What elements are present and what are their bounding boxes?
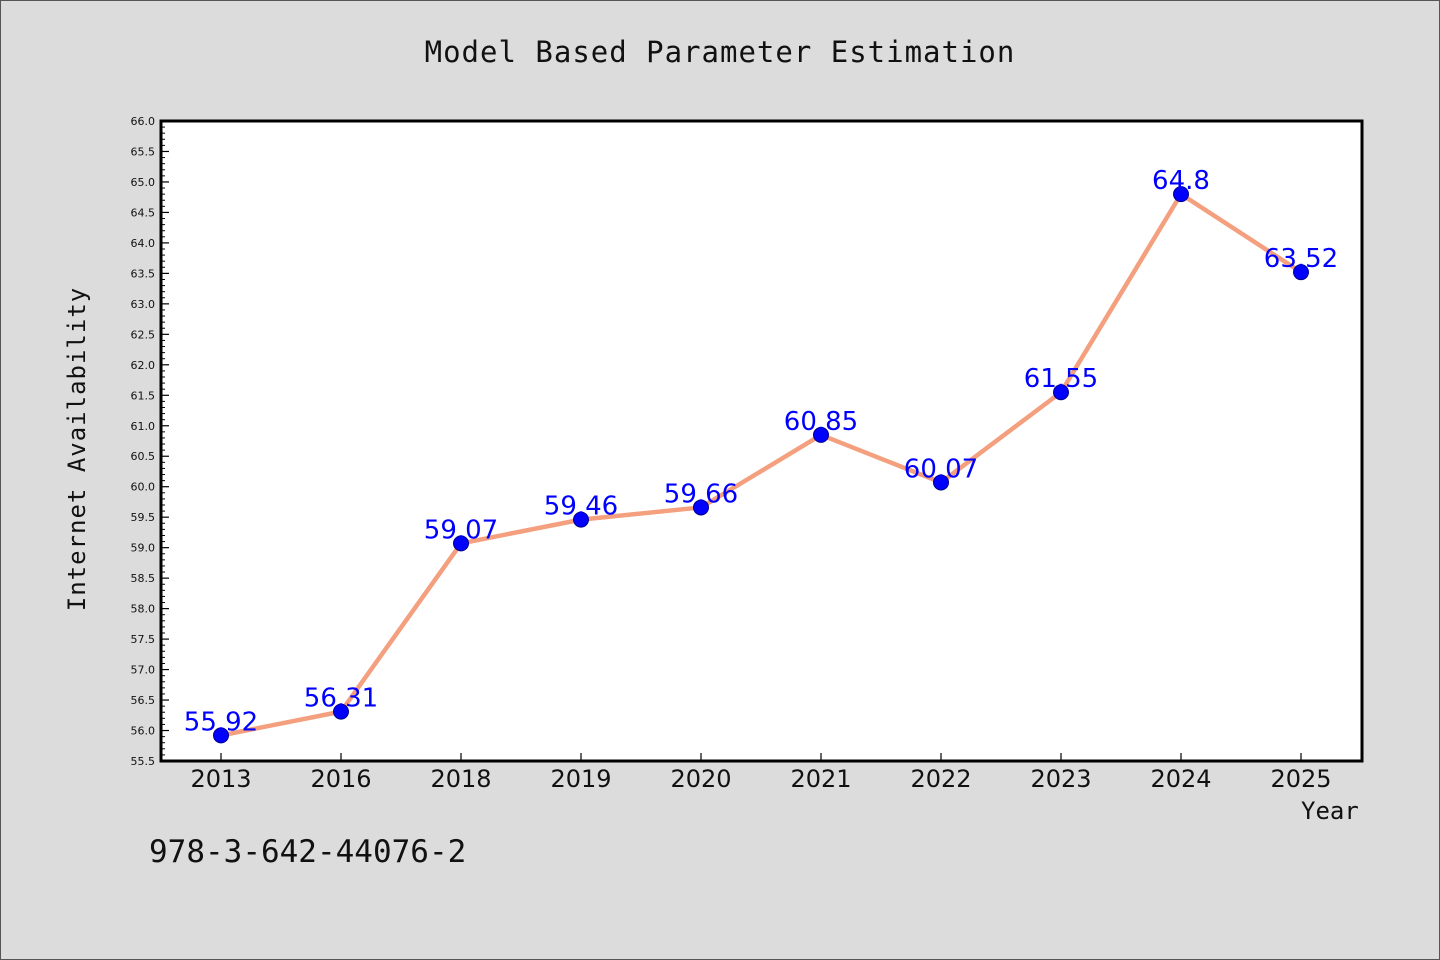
y-tick-label: 59.0	[131, 542, 156, 555]
data-point	[1293, 264, 1309, 281]
data-point	[1173, 186, 1189, 203]
x-axis-ticks: 2013 2016 2018 2019 2020 2021 2022 2023 2024 2025	[190, 753, 1332, 793]
y-tick-label: 63.0	[131, 298, 156, 311]
data-point	[333, 703, 349, 720]
data-label: 61.55	[1024, 364, 1098, 394]
y-tick-label: 58.0	[131, 603, 156, 616]
y-tick-label: 63.5	[131, 267, 156, 280]
plot-area	[159, 119, 1364, 763]
y-tick-label: 61.5	[131, 389, 156, 402]
chart-title: Model Based Parameter Estimation	[424, 35, 1016, 69]
x-tick-label: 2020	[670, 765, 731, 793]
y-tick-label: 56.0	[131, 725, 156, 738]
x-tick-label: 2013	[190, 765, 251, 793]
data-label: 59.46	[544, 492, 618, 522]
data-point	[1053, 384, 1069, 401]
y-tick-label: 65.0	[131, 176, 156, 189]
data-label: 56.31	[304, 684, 378, 714]
data-point	[573, 511, 589, 528]
y-tick-label: 60.5	[131, 450, 156, 463]
data-label: 59.66	[664, 479, 738, 509]
y-tick-label: 62.5	[131, 328, 156, 341]
y-tick-label: 57.5	[131, 633, 156, 646]
y-tick-label: 64.0	[131, 237, 156, 250]
data-point	[693, 499, 709, 516]
data-point	[813, 426, 829, 443]
y-tick-label: 57.0	[131, 664, 156, 677]
y-tick-label: 62.0	[131, 359, 156, 372]
data-point	[933, 474, 949, 491]
y-tick-label: 66.0	[131, 115, 156, 128]
data-point	[453, 535, 469, 552]
y-tick-label: 60.0	[131, 481, 156, 494]
x-tick-label: 2023	[1030, 765, 1091, 793]
x-tick-label: 2018	[430, 765, 491, 793]
data-points	[213, 186, 1309, 744]
data-label: 55.92	[184, 707, 258, 737]
footer-code: 978-3-642-44076-2	[149, 834, 467, 870]
series-line	[218, 191, 1304, 738]
y-tick-label: 56.5	[131, 694, 156, 707]
x-axis-label: Year	[1301, 797, 1359, 825]
y-tick-label: 61.0	[131, 420, 156, 433]
data-label: 60.07	[904, 454, 978, 484]
x-tick-label: 2022	[910, 765, 971, 793]
y-tick-label: 55.5	[131, 755, 156, 768]
x-tick-label: 2016	[310, 765, 371, 793]
series-line-group	[218, 191, 1304, 738]
data-point	[213, 727, 229, 744]
x-tick-label: 2024	[1150, 765, 1211, 793]
y-tick-label: 59.5	[131, 511, 156, 524]
data-label: 59.07	[424, 515, 498, 545]
x-tick-label: 2021	[790, 765, 851, 793]
y-tick-label: 65.5	[131, 145, 156, 158]
data-label: 64.8	[1152, 166, 1210, 196]
x-tick-label: 2019	[550, 765, 611, 793]
y-tick-label: 64.5	[131, 206, 156, 219]
y-axis-ticks: 55.5 56.0 56.5 57.0 57.5 58.0 58.5 59.0 59.5 60.0…	[131, 115, 169, 768]
y-tick-label: 58.5	[131, 572, 156, 585]
data-labels: 55.92 56.31 59.07 59.46 59.66 60.85 60.07 61.55…	[184, 166, 1338, 737]
data-label: 60.85	[784, 407, 858, 437]
data-label: 63.52	[1264, 244, 1338, 274]
x-tick-label: 2025	[1270, 765, 1331, 793]
